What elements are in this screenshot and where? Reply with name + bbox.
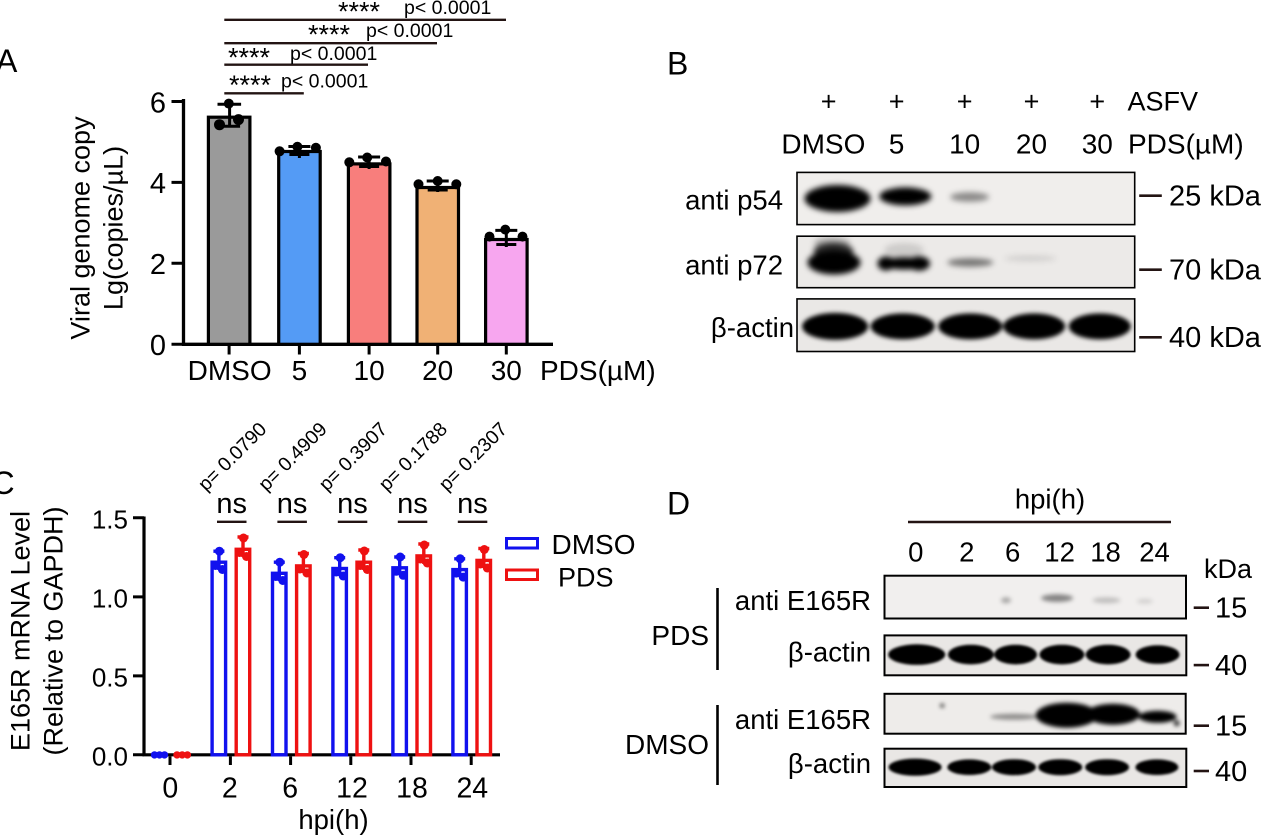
svg-text:+: + (821, 87, 837, 117)
svg-text:A: A (0, 43, 18, 79)
svg-text:40: 40 (1215, 650, 1247, 682)
svg-text:p< 0.0001: p< 0.0001 (404, 0, 491, 19)
svg-text:PDS(µM): PDS(µM) (1128, 129, 1244, 160)
svg-text:4: 4 (150, 168, 166, 200)
svg-text:2: 2 (959, 537, 974, 568)
svg-text:DMSO: DMSO (188, 355, 272, 386)
svg-text:B: B (667, 46, 688, 82)
svg-text:12: 12 (336, 773, 368, 805)
svg-text:anti E165R: anti E165R (735, 585, 871, 616)
svg-text:ASFV: ASFV (1128, 87, 1199, 117)
svg-text:15: 15 (1215, 711, 1247, 743)
svg-text:18: 18 (396, 773, 428, 805)
svg-text:(Relative to GAPDH): (Relative to GAPDH) (39, 506, 69, 755)
svg-text:6: 6 (282, 773, 298, 805)
svg-text:10: 10 (354, 355, 385, 386)
svg-text:anti p54: anti p54 (685, 185, 783, 216)
svg-text:+: + (889, 87, 905, 117)
svg-text:ns: ns (216, 488, 247, 520)
svg-text:anti p72: anti p72 (685, 250, 783, 281)
svg-text:+: + (1089, 87, 1105, 117)
svg-text:12: 12 (1044, 537, 1075, 568)
svg-text:p< 0.0001: p< 0.0001 (366, 20, 453, 42)
svg-text:****: **** (228, 43, 271, 73)
svg-text:PDS: PDS (651, 620, 709, 651)
svg-text:ns: ns (457, 488, 488, 520)
svg-text:1.5: 1.5 (92, 504, 128, 534)
svg-text:40: 40 (1215, 756, 1247, 788)
svg-text:****: **** (229, 70, 272, 100)
svg-text:20: 20 (422, 355, 453, 386)
svg-text:18: 18 (1090, 537, 1121, 568)
svg-text:Lg(copies/µL): Lg(copies/µL) (99, 146, 129, 310)
svg-text:PDS: PDS (558, 563, 614, 593)
svg-text:+: + (1024, 87, 1040, 117)
svg-text:ns: ns (277, 488, 308, 520)
svg-text:5: 5 (889, 129, 905, 160)
svg-text:0.5: 0.5 (92, 662, 128, 692)
svg-text:30: 30 (1082, 129, 1113, 160)
svg-text:6: 6 (150, 87, 166, 119)
svg-text:70 kDa: 70 kDa (1169, 255, 1262, 287)
svg-text:β-actin: β-actin (711, 312, 794, 343)
svg-text:D: D (667, 486, 690, 522)
svg-text:5: 5 (292, 355, 308, 386)
svg-text:0: 0 (908, 537, 923, 568)
svg-text:DMSO: DMSO (781, 129, 865, 160)
svg-text:DMSO: DMSO (552, 529, 636, 560)
svg-text:DMSO: DMSO (625, 729, 709, 760)
svg-text:+: + (957, 87, 973, 117)
svg-text:24: 24 (456, 773, 488, 805)
svg-text:****: **** (308, 20, 351, 50)
svg-text:0: 0 (162, 773, 178, 805)
svg-text:24: 24 (1139, 537, 1170, 568)
svg-text:ns: ns (397, 488, 428, 520)
svg-text:kDa: kDa (1204, 554, 1253, 584)
svg-text:1.0: 1.0 (92, 583, 128, 613)
svg-text:0.0: 0.0 (92, 741, 128, 771)
svg-text:15: 15 (1215, 593, 1247, 625)
svg-text:hpi(h): hpi(h) (298, 804, 368, 835)
svg-text:E165R mRNA Level: E165R mRNA Level (6, 511, 36, 751)
svg-text:10: 10 (949, 129, 980, 160)
svg-text:30: 30 (491, 355, 522, 386)
svg-text:Viral genome copy: Viral genome copy (66, 116, 96, 340)
svg-text:C: C (0, 465, 15, 501)
svg-text:hpi(h): hpi(h) (1015, 484, 1085, 515)
svg-text:6: 6 (1005, 537, 1020, 568)
svg-text:anti E165R: anti E165R (735, 704, 871, 735)
svg-text:2: 2 (150, 249, 166, 281)
svg-text:2: 2 (222, 773, 238, 805)
svg-text:p< 0.0001: p< 0.0001 (290, 43, 377, 65)
svg-text:20: 20 (1016, 129, 1047, 160)
svg-text:β-actin: β-actin (788, 748, 871, 779)
svg-text:0: 0 (150, 330, 166, 362)
svg-text:40 kDa: 40 kDa (1169, 322, 1262, 354)
svg-text:****: **** (338, 0, 381, 27)
svg-text:ns: ns (337, 488, 368, 520)
svg-text:25 kDa: 25 kDa (1169, 181, 1262, 213)
svg-text:β-actin: β-actin (788, 637, 871, 668)
svg-text:PDS(µM): PDS(µM) (540, 355, 656, 386)
svg-text:p< 0.0001: p< 0.0001 (281, 71, 368, 93)
